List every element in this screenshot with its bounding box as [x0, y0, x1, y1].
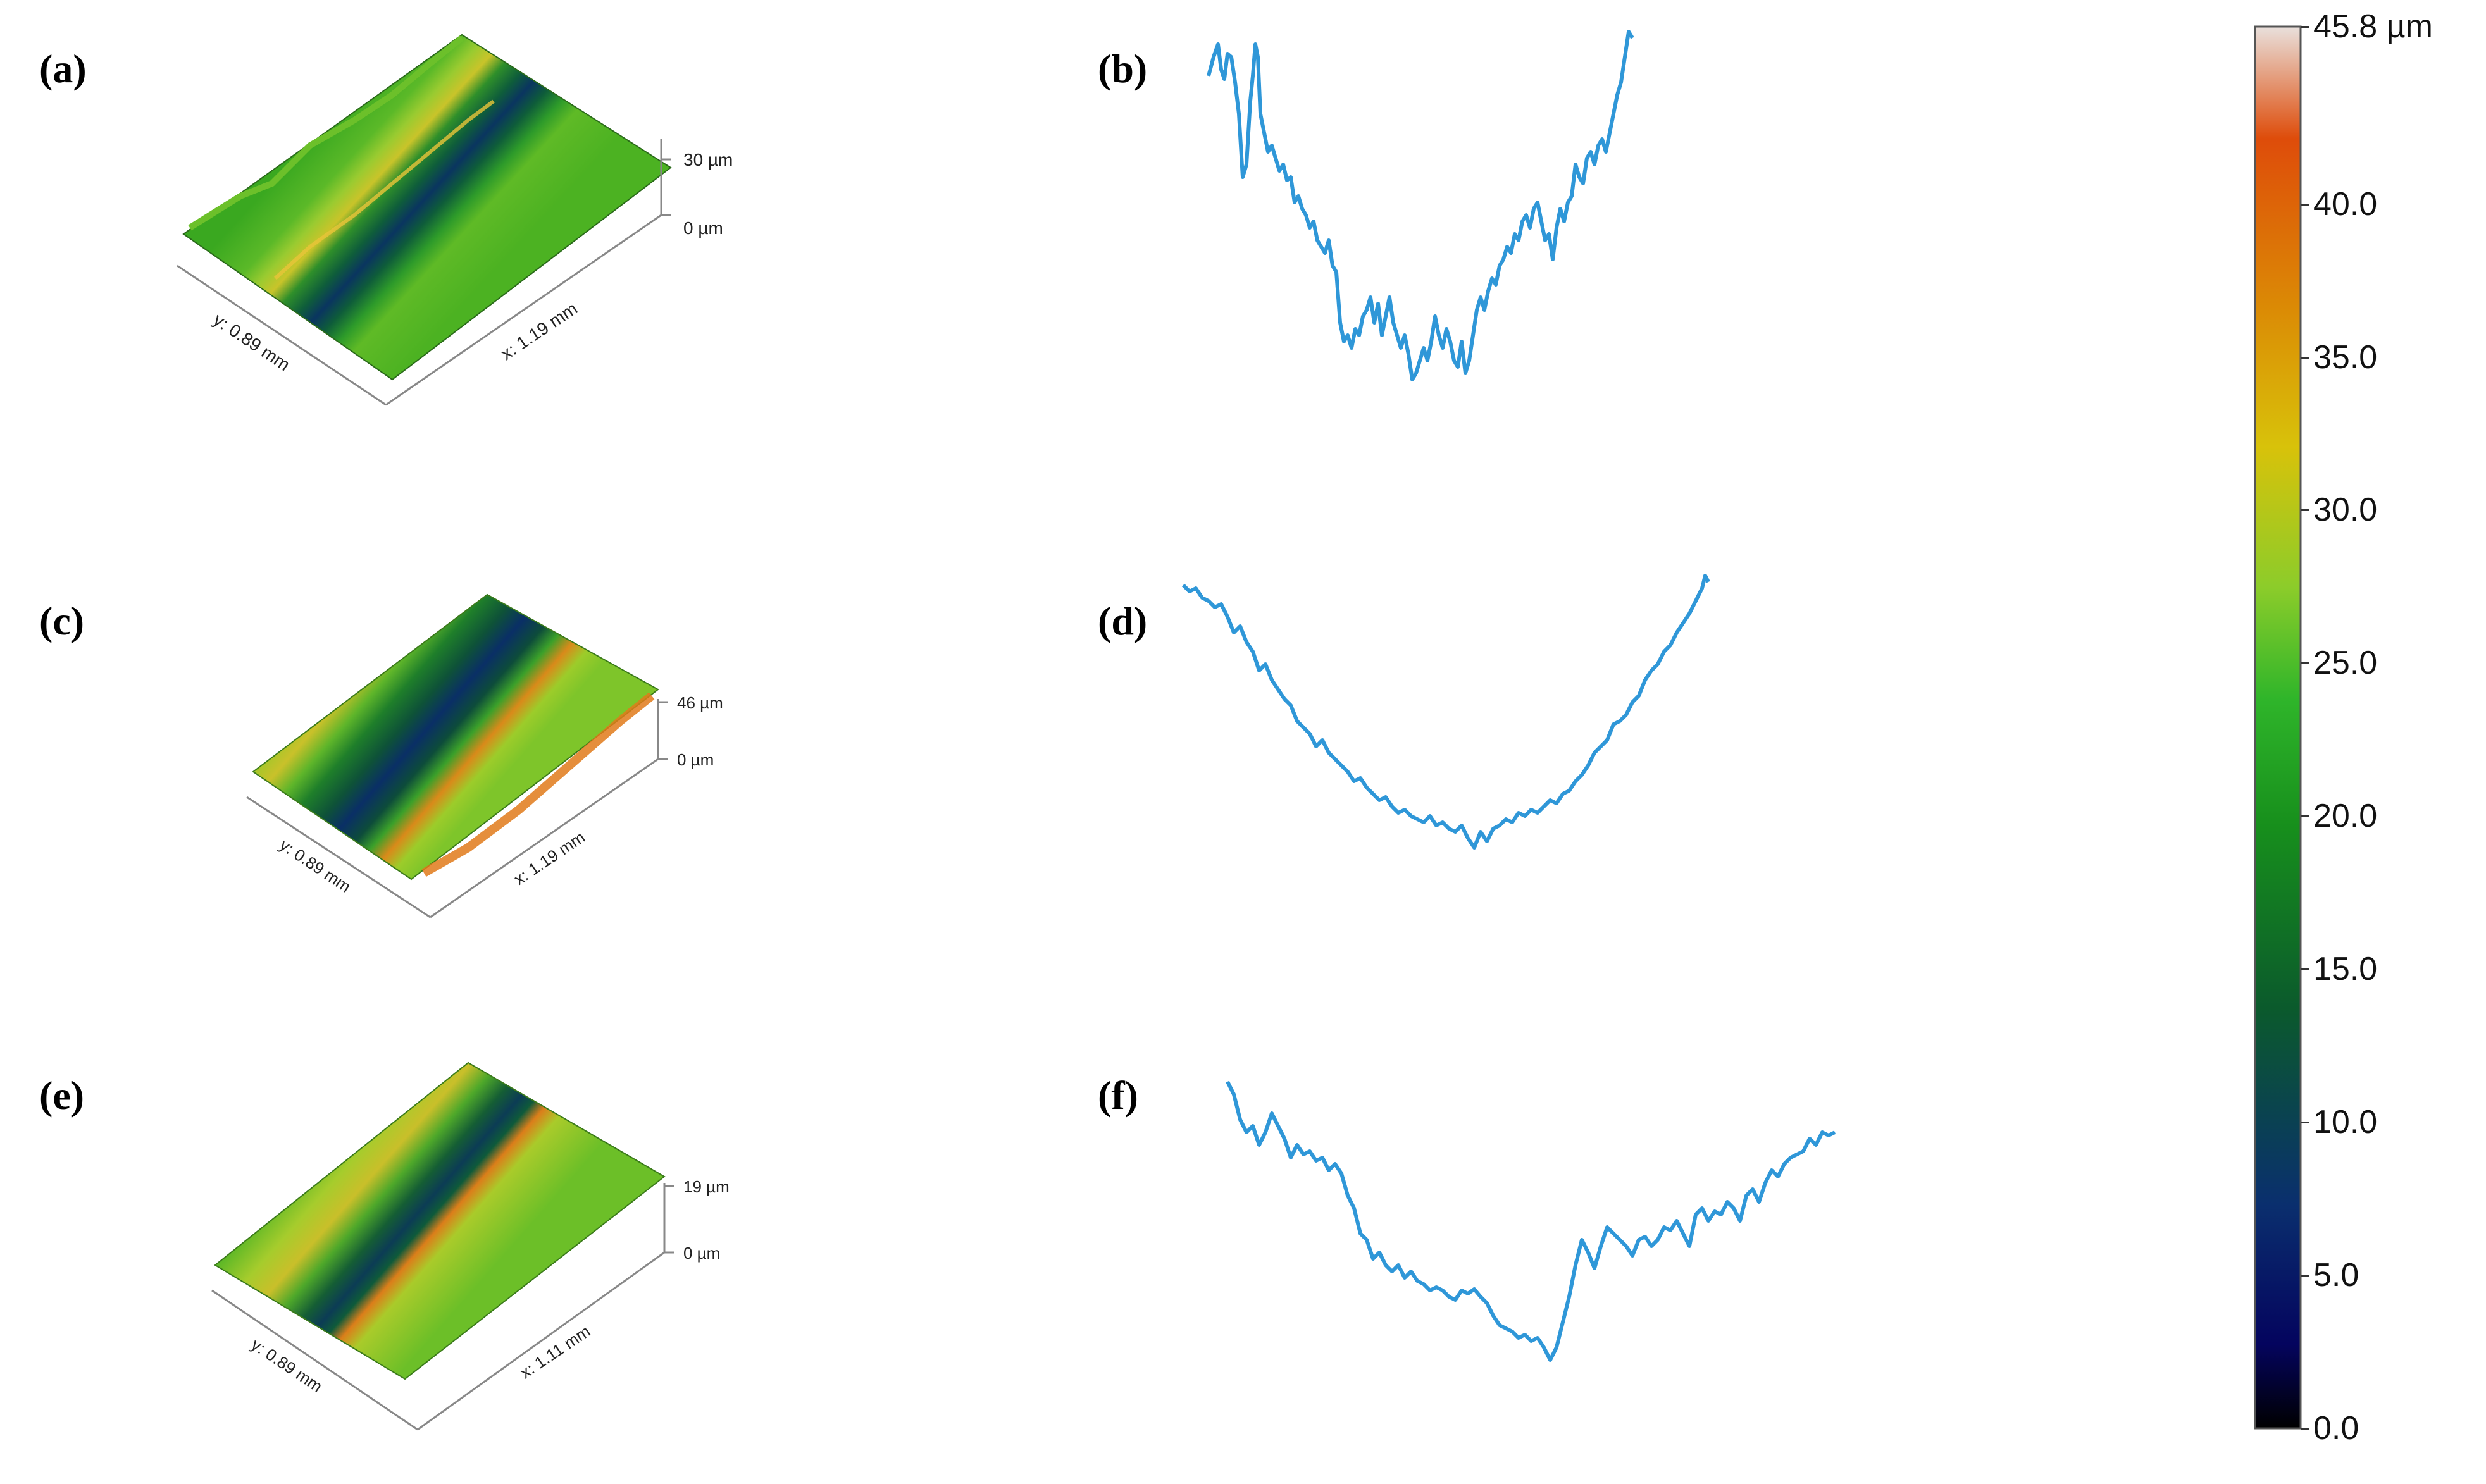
colorbar-tick-mark: [2301, 1122, 2309, 1124]
surface-plot-e: 19 µm 0 µm y: 0.89 mm x: 1.11 mm: [211, 1061, 730, 1431]
colorbar-tick-label: 10.0: [2313, 1104, 2378, 1141]
colorbar-tick-mark: [2301, 662, 2309, 665]
panel-label-c: (c): [39, 598, 85, 643]
colorbar-tick-label: 20.0: [2313, 798, 2378, 835]
colorbar-tick-label: 5.0: [2313, 1257, 2359, 1294]
z-top-label-a: 30 µm: [683, 150, 733, 170]
colorbar: 45.8 µm 40.0 35.0 30.0 25.0 20.0 15.0 10.0 5.0 0.…: [2253, 8, 2480, 1447]
colorbar-gradient: [2254, 25, 2302, 1430]
z-top-label-c: 46 µm: [677, 693, 723, 712]
panel-label-f: (f): [1098, 1073, 1138, 1118]
y-axis-label-e: y: 0.89 mm: [248, 1335, 326, 1396]
colorbar-tick-label: 0.0: [2313, 1410, 2359, 1447]
profile-plot-b: [1207, 30, 1634, 381]
colorbar-tick-label: 45.8 µm: [2313, 8, 2433, 45]
z-bottom-label-a: 0 µm: [683, 218, 723, 238]
colorbar-tick-label: 25.0: [2313, 645, 2378, 682]
colorbar-tick-mark: [2301, 509, 2309, 512]
x-axis-label-c: x: 1.19 mm: [511, 827, 588, 889]
z-bottom-label-e: 0 µm: [683, 1244, 720, 1263]
z-top-label-e: 19 µm: [683, 1177, 730, 1196]
profile-plot-f: [1226, 1080, 1836, 1362]
z-bottom-label-c: 0 µm: [677, 750, 714, 769]
colorbar-tick-mark: [2301, 815, 2309, 818]
panel-label-d: (d): [1098, 598, 1148, 643]
panel-label-a: (a): [39, 46, 87, 91]
panel-label-e: (e): [39, 1073, 85, 1118]
colorbar-tick-mark: [2301, 968, 2309, 971]
colorbar-tick-mark: [2301, 1275, 2309, 1277]
profile-plot-d: [1181, 574, 1710, 850]
surface-plot-a: 30 µm 0 µm y: 0.89 mm x: 1.19 mm: [177, 34, 733, 406]
colorbar-tick-mark: [2301, 203, 2309, 206]
x-axis-label-a: x: 1.19 mm: [497, 299, 581, 364]
colorbar-tick-label: 40.0: [2313, 185, 2378, 223]
colorbar-tick-mark: [2301, 26, 2309, 28]
colorbar-tick-label: 35.0: [2313, 338, 2378, 376]
colorbar-tick-label: 15.0: [2313, 951, 2378, 988]
y-axis-label-c: y: 0.89 mm: [277, 835, 354, 896]
colorbar-tick-mark: [2301, 1428, 2309, 1430]
panel-label-b: (b): [1098, 46, 1148, 91]
surface-plot-c: 46 µm 0 µm y: 0.89 mm x: 1.19 mm: [246, 593, 723, 918]
y-axis-label-a: y: 0.89 mm: [210, 309, 294, 374]
colorbar-tick-label: 30.0: [2313, 492, 2378, 529]
colorbar-tick-mark: [2301, 356, 2309, 359]
